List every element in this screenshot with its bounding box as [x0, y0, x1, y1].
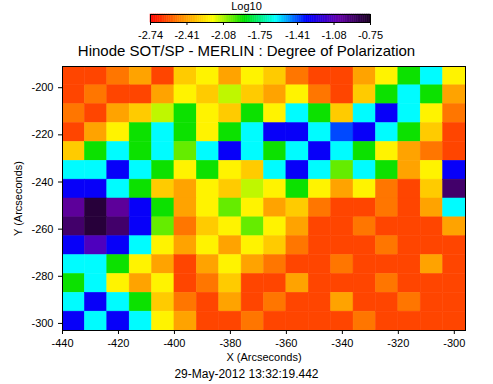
svg-text:-2.74: -2.74 — [138, 29, 163, 41]
svg-text:-300: -300 — [443, 337, 465, 349]
svg-text:-280: -280 — [31, 270, 53, 282]
svg-text:-340: -340 — [331, 337, 353, 349]
svg-text:-1.08: -1.08 — [321, 29, 346, 41]
svg-text:-2.08: -2.08 — [211, 29, 236, 41]
svg-text:-440: -440 — [51, 337, 73, 349]
svg-text:-220: -220 — [31, 128, 53, 140]
svg-text:Y (Arcseconds): Y (Arcseconds) — [12, 161, 24, 236]
svg-text:-2.41: -2.41 — [174, 29, 199, 41]
svg-text:-260: -260 — [31, 223, 53, 235]
svg-text:-0.75: -0.75 — [358, 29, 383, 41]
svg-text:-380: -380 — [219, 337, 241, 349]
html-text:Hinode SOT/SP - MERLIN : Degre: Hinode SOT/SP - MERLIN : Degree of Polar… — [77, 42, 416, 59]
svg-text:-300: -300 — [31, 317, 53, 329]
svg-text:-360: -360 — [275, 337, 297, 349]
svg-text:-1.41: -1.41 — [285, 29, 310, 41]
html-text:29-May-2012 13:32:19.442: 29-May-2012 13:32:19.442 — [174, 367, 319, 381]
svg-text:-400: -400 — [163, 337, 185, 349]
svg-text:X (Arcseconds): X (Arcseconds) — [226, 351, 301, 363]
svg-text:-1.75: -1.75 — [247, 29, 272, 41]
svg-text:-240: -240 — [31, 176, 53, 188]
svg-text:-420: -420 — [107, 337, 129, 349]
html-text:Log10: Log10 — [231, 0, 262, 12]
svg-text:-320: -320 — [387, 337, 409, 349]
svg-text:-200: -200 — [31, 81, 53, 93]
